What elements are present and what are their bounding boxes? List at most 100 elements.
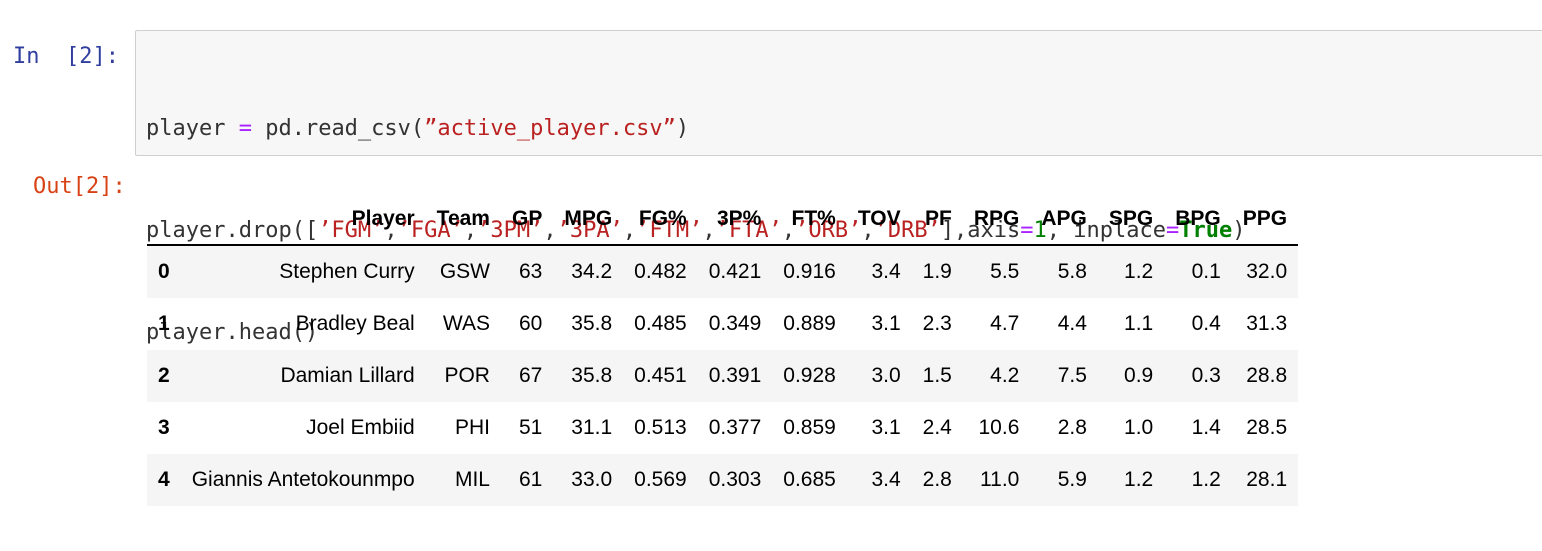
table-row: 4 Giannis Antetokounmpo MIL 61 33.0 0.569 0.30… bbox=[147, 454, 1299, 506]
table-cell: 0.451 bbox=[634, 364, 687, 387]
column-header: FT% bbox=[772, 193, 847, 246]
table-cell: 0.9 bbox=[1124, 364, 1154, 387]
table-cell: 35.8 bbox=[571, 312, 613, 335]
column-header: PF bbox=[911, 193, 963, 246]
code-line-1: player = pd.read_csv(”active_player.csv”… bbox=[146, 112, 1246, 146]
table-cell: 0.421 bbox=[708, 260, 762, 283]
table-cell: WAS bbox=[442, 312, 490, 335]
table-cell: 31.3 bbox=[1246, 312, 1288, 335]
table-cell: PHI bbox=[454, 416, 490, 439]
table-cell: 0.349 bbox=[708, 312, 762, 335]
table-cell: 10.6 bbox=[978, 416, 1020, 439]
table-cell: 0.485 bbox=[634, 312, 687, 335]
table-cell: Bradley Beal bbox=[295, 312, 415, 335]
table-cell: GSW bbox=[439, 260, 490, 283]
column-header: GP bbox=[500, 193, 554, 246]
table-header: Player Team GP MPG FG% 3P% FT% TOV PF RP… bbox=[147, 193, 1299, 246]
table-cell: 34.2 bbox=[571, 260, 613, 283]
table-cell: 7.5 bbox=[1057, 364, 1087, 387]
table-cell: Joel Embiid bbox=[306, 416, 415, 439]
table-cell: 3.4 bbox=[871, 260, 901, 283]
table-cell: POR bbox=[444, 364, 490, 387]
table-cell: 0.4 bbox=[1191, 312, 1221, 335]
column-header: RPG bbox=[962, 193, 1031, 246]
code-token: ) bbox=[675, 116, 690, 141]
table-cell: 5.9 bbox=[1057, 468, 1087, 491]
column-header: APG bbox=[1030, 193, 1098, 246]
table-cell: 4.4 bbox=[1057, 312, 1087, 335]
table-cell: 3.0 bbox=[871, 364, 901, 387]
table-cell: 3.1 bbox=[871, 312, 901, 335]
output-prompt: Out[2]: bbox=[33, 174, 126, 199]
code-token: pd.read_csv( bbox=[251, 116, 425, 141]
table-cell: 4.2 bbox=[990, 364, 1020, 387]
row-index: 4 bbox=[158, 468, 170, 491]
table-row: 1 Bradley Beal WAS 60 35.8 0.485 0.349 0.889 3.1… bbox=[147, 298, 1298, 350]
table-cell: 0.377 bbox=[708, 416, 762, 439]
column-header: Player bbox=[180, 193, 426, 246]
row-index: 2 bbox=[158, 364, 170, 387]
table-row: 3 Joel Embiid PHI 51 31.1 0.513 0.377 0.859 3.1 2… bbox=[147, 402, 1298, 454]
row-index: 1 bbox=[158, 312, 170, 335]
code-operator: = bbox=[238, 116, 252, 141]
column-header: 3P% bbox=[697, 193, 773, 246]
table-cell: 0.391 bbox=[708, 364, 762, 387]
table-cell: 1.1 bbox=[1124, 312, 1154, 335]
code-token: player bbox=[146, 116, 239, 141]
table-cell: 51 bbox=[518, 416, 543, 439]
row-index: 3 bbox=[158, 416, 170, 439]
table-cell: 67 bbox=[518, 364, 543, 387]
code-line-3: player.head() bbox=[146, 320, 319, 345]
table-cell: 28.8 bbox=[1246, 364, 1288, 387]
column-header: MPG bbox=[553, 193, 624, 246]
table-cell: 11.0 bbox=[980, 468, 1020, 491]
table-cell: 0.928 bbox=[783, 364, 836, 387]
table-cell: 0.569 bbox=[634, 468, 687, 491]
header-row: Player Team GP MPG FG% 3P% FT% TOV PF RP… bbox=[147, 193, 1299, 246]
table-cell: 3.1 bbox=[871, 416, 901, 439]
code-cell-editor[interactable]: player = pd.read_csv(”active_player.csv”… bbox=[135, 30, 1542, 345]
table-cell: 0.859 bbox=[783, 416, 836, 439]
dataframe-table: Player Team GP MPG FG% 3P% FT% TOV PF RP… bbox=[147, 193, 1299, 506]
table-cell: 35.8 bbox=[571, 364, 613, 387]
table-row: 0 Stephen Curry GSW 63 34.2 0.482 0.421 0.916 3.… bbox=[147, 245, 1299, 298]
table-cell: 1.4 bbox=[1191, 416, 1221, 439]
table-cell: 1.9 bbox=[922, 260, 952, 283]
table-cell: 31.1 bbox=[571, 416, 613, 439]
index-header bbox=[147, 193, 181, 246]
column-header: TOV bbox=[846, 193, 912, 246]
table-cell: Giannis Antetokounmpo bbox=[191, 468, 415, 491]
table-cell: 0.3 bbox=[1191, 364, 1221, 387]
table-cell: 5.8 bbox=[1057, 260, 1087, 283]
table-cell: 1.0 bbox=[1124, 416, 1154, 439]
table-cell: 0.685 bbox=[783, 468, 836, 491]
table-cell: 63 bbox=[518, 260, 543, 283]
input-prompt: In [2]: bbox=[13, 44, 119, 69]
table-cell: 5.5 bbox=[990, 260, 1020, 283]
code-string: ”active_player.csv” bbox=[424, 116, 676, 141]
column-header: SPG bbox=[1097, 193, 1165, 246]
table-row: 2 Damian Lillard POR 67 35.8 0.451 0.391 0.928 3… bbox=[147, 350, 1299, 402]
column-header: PPG bbox=[1231, 193, 1299, 246]
table-cell: 0.1 bbox=[1191, 260, 1221, 283]
table-cell: 0.513 bbox=[634, 416, 687, 439]
table-cell: 0.889 bbox=[783, 312, 836, 335]
table-cell: 0.303 bbox=[708, 468, 762, 491]
table-cell: Stephen Curry bbox=[279, 260, 415, 283]
table-cell: 1.2 bbox=[1191, 468, 1221, 491]
column-header: FG% bbox=[623, 193, 698, 246]
column-header: Team bbox=[425, 193, 501, 246]
table-cell: 32.0 bbox=[1246, 260, 1288, 283]
table-cell: 28.5 bbox=[1246, 416, 1288, 439]
table-cell: 33.0 bbox=[571, 468, 613, 491]
row-index: 0 bbox=[158, 260, 170, 283]
column-header: BPG bbox=[1164, 193, 1232, 246]
table-cell: 3.4 bbox=[871, 468, 901, 491]
table-cell: 1.2 bbox=[1124, 260, 1154, 283]
table-cell: 2.8 bbox=[1057, 416, 1087, 439]
table-cell: 2.3 bbox=[922, 312, 952, 335]
table-cell: 60 bbox=[518, 312, 543, 335]
table-cell: MIL bbox=[454, 468, 490, 491]
table-cell: 4.7 bbox=[990, 312, 1020, 335]
table-cell: 0.482 bbox=[634, 260, 687, 283]
